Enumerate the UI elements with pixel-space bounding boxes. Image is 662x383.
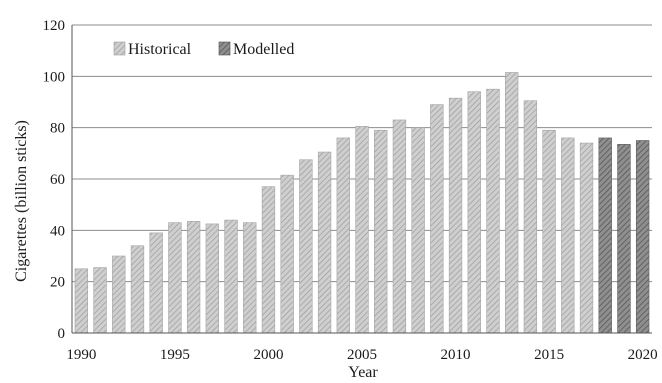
bar-historical-2014	[523, 100, 538, 334]
bar-historical-1999	[243, 222, 257, 334]
bar-historical-1993	[130, 245, 145, 334]
legend: Historical Modelled	[113, 41, 294, 58]
y-tick-label: 20	[50, 275, 65, 291]
bar-historical-2003	[317, 151, 332, 334]
bar-historical-2006	[374, 129, 388, 334]
legend-label-modelled: Modelled	[233, 41, 294, 58]
bar-modelled-2019	[617, 144, 631, 334]
bar-modelled-2020	[635, 140, 650, 334]
y-tick-label: 0	[58, 326, 66, 342]
legend-label-historical: Historical	[128, 41, 192, 58]
tick-labels: 0 20 40 60 80 100 120 1990 1995 2000 2005 2010 2015 2…	[43, 18, 658, 363]
bar-historical-2016	[561, 137, 575, 334]
bar-historical-2015	[542, 129, 556, 334]
y-axis-title: Cigarettes (billion sticks)	[13, 120, 30, 282]
bar-historical-2012	[486, 88, 500, 334]
bar-modelled-2018	[598, 137, 612, 334]
x-tick-label: 1990	[66, 347, 96, 363]
y-tick-label: 100	[43, 69, 66, 85]
bars	[74, 72, 650, 334]
bar-historical-2011	[467, 91, 481, 334]
bar-historical-2005	[355, 126, 369, 334]
x-tick-label: 2000	[253, 347, 283, 363]
bar-historical-2013	[505, 72, 519, 334]
bar-historical-1992	[112, 255, 126, 334]
bar-historical-1997	[205, 223, 219, 334]
bar-historical-1990	[74, 268, 89, 334]
y-tick-label: 60	[50, 172, 65, 188]
bar-historical-2017	[579, 142, 594, 334]
bar-historical-1998	[224, 219, 238, 334]
bar-historical-2008	[411, 127, 425, 334]
bar-historical-2004	[336, 137, 350, 334]
bar-historical-2002	[299, 159, 313, 334]
bar-historical-2007	[392, 119, 407, 334]
y-tick-label: 40	[50, 223, 65, 239]
x-tick-label: 2005	[347, 347, 377, 363]
y-tick-label: 120	[43, 18, 66, 34]
x-tick-label: 2020	[628, 347, 658, 363]
bar-historical-1996	[186, 221, 201, 334]
bar-historical-2010	[448, 97, 463, 334]
bar-historical-1995	[168, 222, 182, 334]
y-tick-label: 80	[50, 121, 65, 137]
legend-swatch-historical	[113, 41, 126, 56]
bar-historical-1994	[149, 232, 163, 334]
x-tick-label: 2015	[534, 347, 564, 363]
bar-historical-2001	[280, 174, 294, 334]
bar-historical-1991	[93, 267, 107, 334]
x-tick-label: 2010	[441, 347, 471, 363]
x-tick-label: 1995	[160, 347, 190, 363]
axes	[71, 25, 652, 334]
x-axis-title: Year	[348, 364, 378, 378]
legend-swatch-modelled	[218, 41, 231, 56]
bar-historical-2009	[430, 104, 444, 334]
bar-historical-2000	[261, 186, 276, 334]
